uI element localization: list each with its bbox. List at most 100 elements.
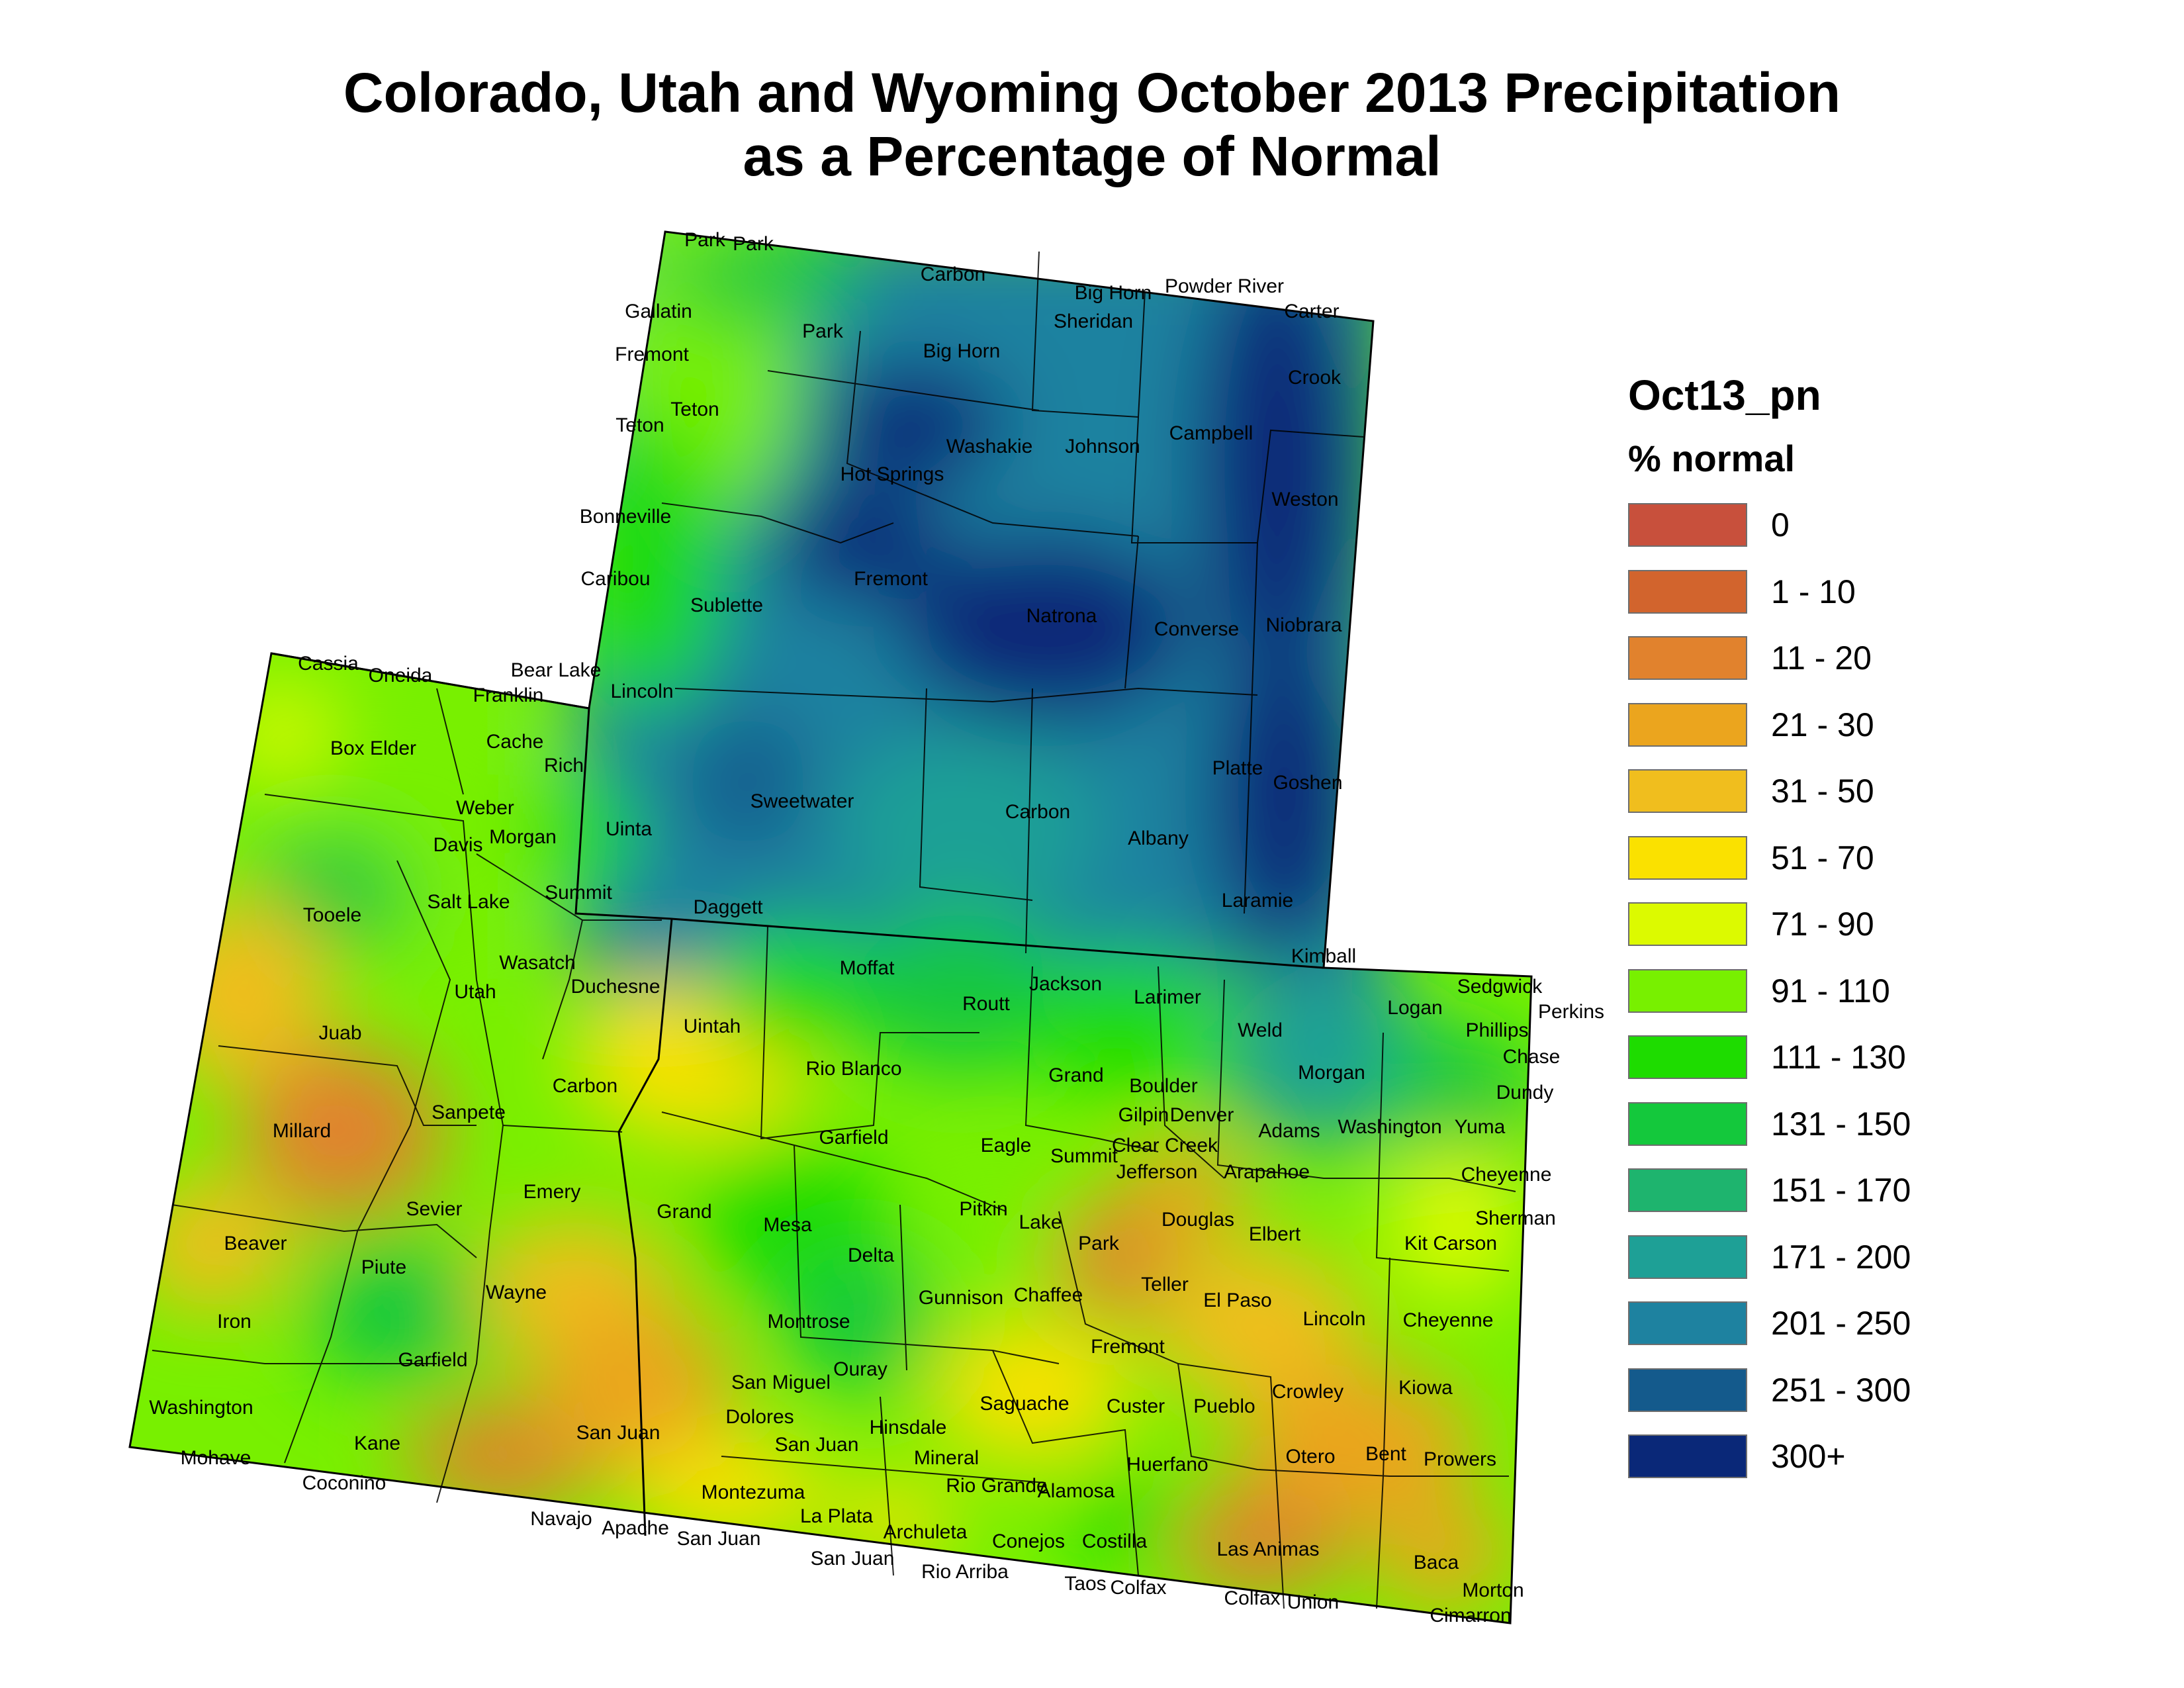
legend-item: 131 - 150 bbox=[1628, 1091, 2091, 1158]
county-label: Powder River bbox=[1165, 275, 1284, 297]
legend-item: 1 - 10 bbox=[1628, 559, 2091, 626]
county-label: Chase bbox=[1503, 1046, 1561, 1068]
county-label: Utah bbox=[454, 981, 496, 1003]
county-label: Sweetwater bbox=[751, 790, 854, 812]
county-label: Park bbox=[802, 320, 844, 342]
county-label: Park bbox=[1078, 1233, 1120, 1254]
county-label: Carbon bbox=[1005, 801, 1070, 823]
county-label: Las Animas bbox=[1216, 1538, 1319, 1560]
county-label: San Juan bbox=[576, 1422, 660, 1444]
county-label: Union bbox=[1287, 1591, 1339, 1613]
legend-swatch bbox=[1628, 702, 1747, 747]
county-label: Phillips bbox=[1465, 1019, 1528, 1041]
county-label: Washington bbox=[1338, 1116, 1441, 1138]
county-label: Logan bbox=[1387, 997, 1442, 1019]
county-label: Sublette bbox=[690, 594, 763, 616]
county-label: Cache bbox=[486, 731, 544, 753]
legend-items: 0 1 - 10 11 - 20 21 - 30 31 - 50 51 - 70 71 - … bbox=[1628, 492, 2091, 1490]
legend-swatch bbox=[1628, 1102, 1747, 1146]
county-label: Uinta bbox=[606, 818, 652, 840]
county-labels: Park Park Carbon Big Horn Powder River C… bbox=[149, 229, 1604, 1626]
county-label: Apache bbox=[602, 1517, 669, 1539]
county-label: Cheyenne bbox=[1461, 1164, 1552, 1186]
county-label: Wayne bbox=[486, 1282, 547, 1303]
legend-title: Oct13_pn bbox=[1628, 371, 1821, 419]
county-label: Park bbox=[733, 233, 774, 255]
county-label: Sedgwick bbox=[1457, 976, 1543, 998]
legend-swatch bbox=[1628, 636, 1747, 680]
legend-label: 91 - 110 bbox=[1771, 972, 1890, 1009]
county-label: Perkins bbox=[1538, 1001, 1604, 1023]
legend-item: 151 - 170 bbox=[1628, 1157, 2091, 1224]
legend-label: 201 - 250 bbox=[1771, 1305, 1911, 1342]
county-label: San Juan bbox=[677, 1528, 761, 1550]
legend-label: 0 bbox=[1771, 506, 1790, 544]
county-boundaries bbox=[152, 251, 1516, 1609]
legend: Oct13_pn % normal 0 1 - 10 11 - 20 21 - 30 3… bbox=[1628, 371, 2091, 1490]
county-label: Bent bbox=[1365, 1443, 1406, 1465]
county-label: Gallatin bbox=[625, 301, 692, 322]
county-label: Big Horn bbox=[1075, 282, 1152, 304]
county-label: Laramie bbox=[1222, 890, 1293, 912]
county-label: Hinsdale bbox=[870, 1417, 947, 1438]
legend-label: 300+ bbox=[1771, 1438, 1846, 1476]
legend-item: 300+ bbox=[1628, 1423, 2091, 1490]
county-label: Rio Blanco bbox=[805, 1058, 901, 1080]
county-label: Cassia bbox=[298, 653, 359, 675]
county-label: Jefferson bbox=[1116, 1161, 1198, 1183]
county-label: Boulder bbox=[1129, 1075, 1197, 1097]
county-label: Daggett bbox=[693, 896, 763, 918]
county-label: Morton bbox=[1462, 1579, 1524, 1601]
county-label: Sanpete bbox=[432, 1102, 506, 1123]
county-label: Kimball bbox=[1291, 945, 1356, 967]
county-label: Crook bbox=[1288, 367, 1342, 389]
county-label: Kane bbox=[354, 1432, 400, 1454]
legend-label: 171 - 200 bbox=[1771, 1238, 1911, 1276]
county-label: Bonneville bbox=[580, 506, 671, 528]
legend-label: 11 - 20 bbox=[1771, 639, 1872, 677]
county-label: Hot Springs bbox=[841, 463, 944, 485]
county-label: Archuleta bbox=[884, 1521, 968, 1543]
legend-swatch bbox=[1628, 1301, 1747, 1346]
legend-swatch bbox=[1628, 503, 1747, 547]
legend-item: 51 - 70 bbox=[1628, 825, 2091, 892]
legend-label: 131 - 150 bbox=[1771, 1105, 1911, 1143]
legend-item: 31 - 50 bbox=[1628, 758, 2091, 825]
county-label: Morgan bbox=[1298, 1062, 1365, 1084]
county-label: Niobrara bbox=[1265, 614, 1342, 636]
county-label: Lake bbox=[1019, 1211, 1062, 1233]
legend-swatch bbox=[1628, 1434, 1747, 1479]
legend-label: 31 - 50 bbox=[1771, 773, 1874, 810]
map-title-line1: Colorado, Utah and Wyoming October 2013 … bbox=[343, 62, 1841, 124]
county-label: Weston bbox=[1271, 489, 1338, 510]
county-label: Emery bbox=[523, 1181, 581, 1203]
county-label: El Paso bbox=[1203, 1289, 1271, 1311]
county-label: Weld bbox=[1238, 1019, 1283, 1041]
county-label: Beaver bbox=[224, 1233, 287, 1254]
county-label: Kit Carson bbox=[1404, 1233, 1497, 1254]
legend-item: 111 - 130 bbox=[1628, 1024, 2091, 1091]
legend-label: 71 - 90 bbox=[1771, 906, 1874, 943]
county-label: Rio Arriba bbox=[921, 1561, 1009, 1583]
legend-swatch bbox=[1628, 968, 1747, 1013]
legend-swatch bbox=[1628, 1168, 1747, 1213]
legend-subtitle: % normal bbox=[1628, 438, 1796, 479]
county-label: Chaffee bbox=[1014, 1284, 1083, 1306]
legend-swatch bbox=[1628, 1035, 1747, 1080]
county-label: Carbon bbox=[553, 1075, 617, 1097]
county-label: Costilla bbox=[1082, 1530, 1148, 1552]
county-label: Baca bbox=[1414, 1552, 1459, 1573]
county-label: Grand bbox=[1048, 1064, 1103, 1086]
county-label: Navajo bbox=[530, 1508, 592, 1530]
county-label: Adams bbox=[1258, 1120, 1320, 1142]
legend-label: 111 - 130 bbox=[1771, 1039, 1906, 1076]
county-label: Arapahoe bbox=[1224, 1161, 1310, 1183]
legend-item: 71 - 90 bbox=[1628, 891, 2091, 958]
county-label: Coconino bbox=[302, 1472, 387, 1494]
legend-swatch bbox=[1628, 769, 1747, 814]
county-label: Saguache bbox=[979, 1393, 1069, 1415]
county-label: Elbert bbox=[1249, 1223, 1301, 1245]
county-label: Mohave bbox=[181, 1447, 251, 1469]
county-label: Gunnison bbox=[919, 1287, 1003, 1309]
